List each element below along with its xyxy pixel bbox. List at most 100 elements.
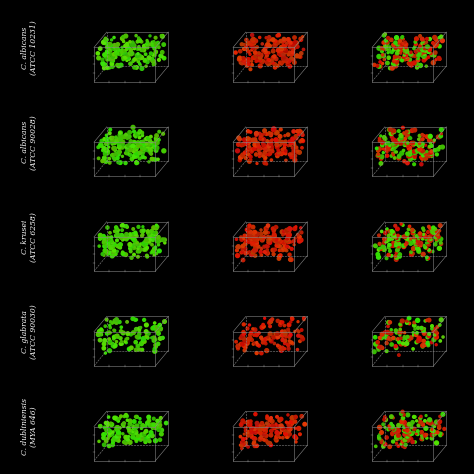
Circle shape	[132, 331, 135, 335]
Circle shape	[409, 150, 412, 154]
Circle shape	[242, 57, 245, 59]
Circle shape	[135, 429, 137, 432]
Circle shape	[102, 63, 105, 66]
Circle shape	[389, 50, 391, 52]
Circle shape	[427, 151, 431, 155]
Circle shape	[288, 331, 290, 333]
Circle shape	[384, 426, 386, 428]
Circle shape	[158, 420, 161, 423]
Circle shape	[139, 63, 141, 64]
Circle shape	[128, 57, 130, 60]
Circle shape	[263, 161, 267, 164]
Circle shape	[280, 240, 282, 242]
Circle shape	[152, 326, 156, 329]
Circle shape	[250, 436, 254, 438]
Circle shape	[417, 424, 420, 427]
Circle shape	[254, 431, 257, 434]
Circle shape	[406, 337, 410, 340]
Circle shape	[402, 244, 405, 247]
Circle shape	[288, 246, 290, 248]
Circle shape	[108, 431, 112, 435]
Circle shape	[283, 246, 285, 248]
Circle shape	[295, 45, 299, 48]
Circle shape	[392, 234, 396, 237]
Circle shape	[405, 342, 409, 346]
Circle shape	[392, 417, 394, 419]
Circle shape	[134, 134, 137, 137]
Circle shape	[391, 432, 394, 435]
Circle shape	[264, 337, 267, 340]
Circle shape	[258, 132, 261, 135]
Circle shape	[139, 438, 143, 441]
Circle shape	[122, 251, 124, 253]
Circle shape	[116, 418, 119, 421]
Circle shape	[154, 426, 157, 429]
Circle shape	[253, 41, 255, 44]
Circle shape	[134, 430, 138, 434]
Circle shape	[400, 137, 403, 140]
Circle shape	[291, 318, 294, 320]
Circle shape	[107, 238, 109, 241]
Circle shape	[424, 156, 428, 160]
Circle shape	[405, 141, 409, 145]
Circle shape	[108, 433, 111, 437]
Circle shape	[283, 247, 286, 251]
Circle shape	[421, 138, 424, 140]
Circle shape	[299, 140, 302, 143]
Circle shape	[133, 247, 136, 249]
Circle shape	[111, 343, 113, 345]
Circle shape	[138, 157, 141, 160]
Circle shape	[261, 238, 263, 240]
Circle shape	[125, 225, 128, 228]
Circle shape	[242, 438, 245, 440]
Circle shape	[279, 424, 283, 428]
Circle shape	[412, 232, 415, 235]
Circle shape	[243, 47, 246, 50]
Circle shape	[155, 52, 156, 54]
Circle shape	[113, 249, 116, 252]
Circle shape	[426, 51, 428, 53]
Circle shape	[135, 319, 137, 321]
Circle shape	[395, 331, 398, 334]
Circle shape	[143, 433, 146, 436]
Circle shape	[145, 335, 148, 337]
Circle shape	[293, 227, 297, 230]
Circle shape	[264, 318, 265, 319]
Circle shape	[392, 144, 394, 146]
Circle shape	[422, 38, 424, 41]
Circle shape	[399, 438, 401, 440]
Circle shape	[113, 146, 116, 149]
Circle shape	[130, 245, 133, 247]
Circle shape	[162, 337, 164, 339]
Circle shape	[134, 340, 137, 344]
Circle shape	[430, 145, 433, 147]
Circle shape	[410, 141, 413, 144]
Circle shape	[118, 150, 121, 154]
Circle shape	[387, 237, 391, 241]
Circle shape	[418, 147, 421, 151]
Circle shape	[151, 250, 155, 253]
Circle shape	[427, 334, 431, 337]
Circle shape	[419, 417, 422, 419]
Circle shape	[158, 324, 161, 327]
Circle shape	[407, 238, 409, 240]
Circle shape	[246, 130, 249, 133]
Circle shape	[408, 136, 411, 139]
Circle shape	[415, 242, 417, 244]
Circle shape	[405, 56, 407, 58]
Circle shape	[425, 135, 429, 138]
Circle shape	[152, 339, 155, 342]
Circle shape	[253, 230, 256, 234]
Circle shape	[255, 235, 257, 237]
Circle shape	[253, 437, 256, 441]
Circle shape	[118, 418, 120, 419]
Circle shape	[133, 66, 136, 69]
Circle shape	[114, 252, 117, 255]
Circle shape	[101, 62, 105, 65]
Circle shape	[264, 156, 267, 159]
Circle shape	[293, 244, 295, 246]
Circle shape	[112, 146, 116, 150]
Circle shape	[97, 56, 100, 60]
Circle shape	[403, 336, 406, 338]
Circle shape	[122, 140, 125, 144]
